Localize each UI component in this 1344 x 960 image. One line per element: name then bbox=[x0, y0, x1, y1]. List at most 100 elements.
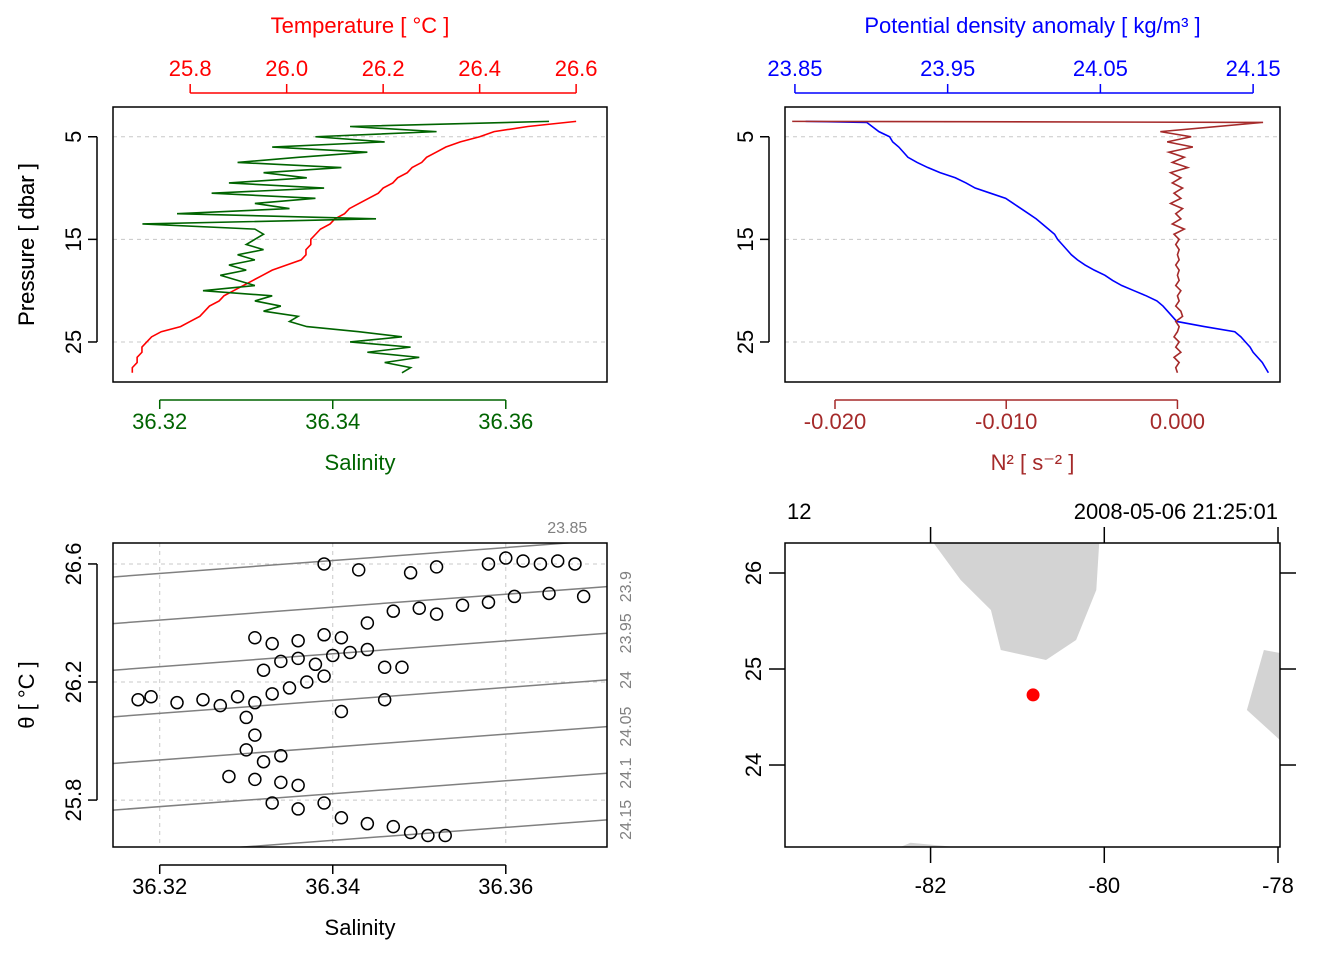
point bbox=[343, 645, 357, 660]
isopycnal-label: 24.1 bbox=[618, 758, 635, 789]
isopycnal-label: 23.9 bbox=[618, 571, 635, 602]
profile-line bbox=[792, 120, 1264, 374]
point bbox=[360, 816, 375, 831]
point bbox=[360, 616, 375, 630]
point bbox=[377, 692, 392, 707]
point bbox=[265, 687, 279, 701]
point bbox=[499, 551, 513, 565]
tick-label: 25 bbox=[733, 330, 758, 354]
point bbox=[230, 690, 245, 704]
point bbox=[274, 749, 288, 763]
bottom-axis-label: N² [ s⁻² ] bbox=[991, 450, 1075, 475]
point bbox=[386, 819, 401, 834]
tick-label: -82 bbox=[915, 873, 947, 898]
point bbox=[196, 692, 210, 707]
point bbox=[351, 563, 366, 577]
point bbox=[256, 754, 271, 769]
point bbox=[429, 607, 444, 621]
point bbox=[533, 557, 548, 571]
profile-line bbox=[805, 120, 1270, 374]
plot-frame bbox=[784, 106, 1281, 383]
point bbox=[334, 704, 349, 719]
tick-label: 36.36 bbox=[478, 874, 533, 899]
point bbox=[291, 651, 305, 666]
point bbox=[568, 557, 582, 571]
point bbox=[170, 695, 184, 710]
isopycnal-label: 24 bbox=[618, 671, 635, 689]
tick-label: 26.2 bbox=[61, 661, 86, 704]
isopycnal-label: 23.85 bbox=[547, 520, 587, 537]
tick-label: 23.85 bbox=[767, 56, 822, 81]
tick-label: 26.6 bbox=[555, 56, 598, 81]
isopycnal bbox=[113, 543, 578, 578]
point bbox=[248, 695, 262, 710]
point bbox=[291, 633, 305, 648]
point bbox=[403, 825, 418, 840]
point bbox=[265, 636, 279, 651]
point bbox=[239, 710, 253, 725]
profile-line bbox=[131, 120, 577, 373]
point bbox=[265, 796, 279, 810]
tick-label: 26.0 bbox=[265, 56, 308, 81]
point bbox=[308, 657, 323, 672]
tick-label: -78 bbox=[1262, 873, 1294, 898]
point bbox=[395, 660, 409, 675]
tick-label: -80 bbox=[1088, 873, 1120, 898]
tick-label: 24.05 bbox=[1073, 56, 1128, 81]
land bbox=[900, 842, 956, 847]
point bbox=[550, 554, 565, 568]
tick-label: 24 bbox=[741, 753, 766, 777]
point bbox=[317, 796, 331, 810]
y-axis-label: Pressure [ dbar ] bbox=[14, 163, 39, 326]
tick-label: 26.2 bbox=[362, 56, 405, 81]
station bbox=[1026, 688, 1040, 702]
tick-label: 36.36 bbox=[478, 409, 533, 434]
tick-label: 36.32 bbox=[132, 874, 187, 899]
tick-label: 5 bbox=[61, 131, 86, 143]
point bbox=[131, 692, 145, 707]
point bbox=[291, 802, 305, 816]
isopycnal bbox=[113, 585, 607, 625]
point bbox=[222, 769, 236, 784]
tick-label: 24.15 bbox=[1226, 56, 1281, 81]
isopycnal bbox=[233, 819, 607, 847]
station-time: 2008-05-06 21:25:01 bbox=[1074, 499, 1278, 524]
point bbox=[317, 628, 331, 642]
point bbox=[274, 654, 288, 669]
point bbox=[360, 642, 375, 657]
point bbox=[317, 557, 331, 571]
isopycnal bbox=[113, 772, 607, 811]
tick-label: 25 bbox=[61, 330, 86, 354]
isopycnal bbox=[113, 725, 607, 765]
point bbox=[282, 681, 297, 695]
top-axis-label: Temperature [ °C ] bbox=[271, 13, 450, 38]
point bbox=[248, 630, 262, 645]
plot-area bbox=[785, 120, 1280, 374]
point bbox=[481, 557, 496, 571]
top-axis-label: Potential density anomaly [ kg/m³ ] bbox=[864, 13, 1200, 38]
tick-label: 26.4 bbox=[458, 56, 501, 81]
station-id: 12 bbox=[787, 499, 811, 524]
isopycnal bbox=[113, 632, 607, 671]
point bbox=[248, 772, 262, 787]
tick-label: 25 bbox=[741, 657, 766, 681]
bottom-axis-label: Salinity bbox=[325, 450, 396, 475]
tick-label: 23.95 bbox=[920, 56, 975, 81]
plot-frame bbox=[112, 542, 608, 848]
isopycnal-label: 23.95 bbox=[618, 613, 635, 653]
point bbox=[421, 828, 435, 843]
tick-label: 36.34 bbox=[305, 874, 360, 899]
point bbox=[377, 660, 392, 675]
tick-label: -0.010 bbox=[975, 409, 1037, 434]
point bbox=[386, 604, 401, 618]
plot-frame bbox=[112, 106, 608, 383]
point bbox=[507, 589, 522, 604]
point bbox=[256, 663, 271, 677]
tick-label: 26 bbox=[741, 561, 766, 585]
tick-label: 15 bbox=[61, 227, 86, 251]
tick-label: 15 bbox=[733, 227, 758, 251]
tick-label: 36.34 bbox=[305, 409, 360, 434]
tick-label: 36.32 bbox=[132, 409, 187, 434]
